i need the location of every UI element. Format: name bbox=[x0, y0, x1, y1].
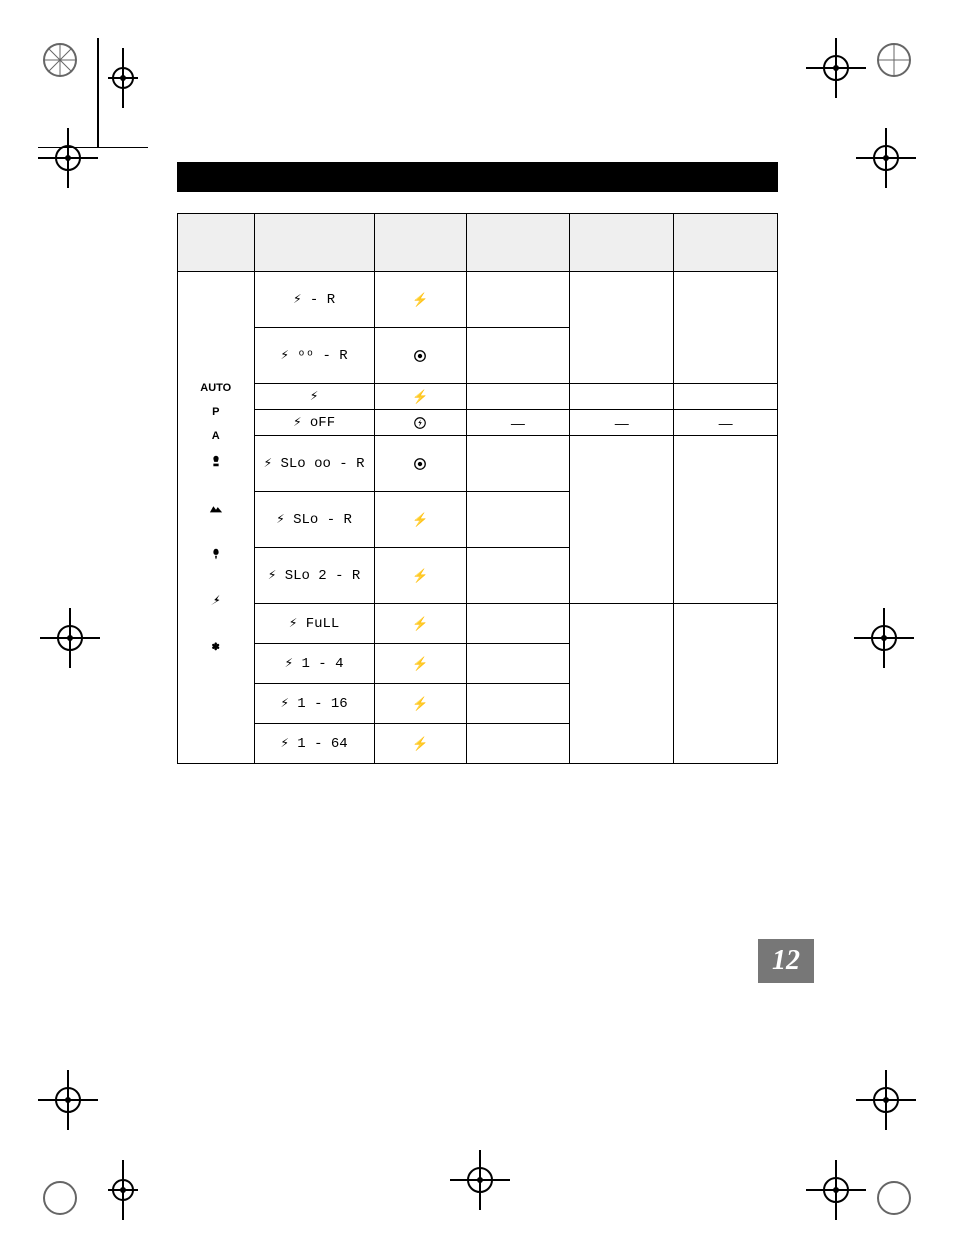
th-4 bbox=[570, 214, 674, 272]
mode-auto-label: AUTO bbox=[200, 382, 231, 394]
table-row: ⚡ oFF — — — bbox=[178, 410, 778, 436]
table-row: ⚡ SLo oo - R bbox=[178, 436, 778, 492]
cell bbox=[466, 272, 570, 328]
lcd-cell: ⚡ - R bbox=[254, 272, 374, 328]
cell bbox=[674, 604, 778, 764]
cell bbox=[570, 384, 674, 410]
bolt-icon: ⚡ bbox=[412, 292, 428, 307]
sym-cell: ⚡ bbox=[374, 272, 466, 328]
dash: — bbox=[615, 415, 629, 431]
lcd-cell: ⚡ SLo oo - R bbox=[254, 436, 374, 492]
sym-cell: ⚡ bbox=[374, 548, 466, 604]
crop-reg-ml bbox=[30, 598, 110, 678]
lcd-cell: ⚡ bbox=[254, 384, 374, 410]
flash-mode-table: AUTO P A ✽ ⚡ - R ⚡ ⚡ ᵒᵒ - R bbox=[177, 213, 778, 764]
cell bbox=[466, 328, 570, 384]
sym-cell: ⚡ bbox=[374, 644, 466, 684]
table-header-row bbox=[178, 214, 778, 272]
sym-cell: ⚡ bbox=[374, 492, 466, 548]
bolt-icon: ⚡ bbox=[412, 568, 428, 583]
cell: — bbox=[466, 410, 570, 436]
mode-p-label: P bbox=[212, 406, 219, 418]
table-row: ⚡ FuLL ⚡ bbox=[178, 604, 778, 644]
table-row: AUTO P A ✽ ⚡ - R ⚡ bbox=[178, 272, 778, 328]
lcd-cell: ⚡ 1 - 64 bbox=[254, 724, 374, 764]
cell bbox=[674, 384, 778, 410]
crop-reg-bl2 bbox=[28, 1060, 108, 1140]
eye-icon bbox=[413, 457, 427, 471]
cell: — bbox=[674, 410, 778, 436]
mode-a-label: A bbox=[212, 430, 220, 442]
cell bbox=[570, 436, 674, 604]
dim-icon: ✽ bbox=[212, 642, 220, 653]
sym-cell: ⚡ bbox=[374, 384, 466, 410]
no-flash-icon bbox=[413, 416, 427, 430]
cell bbox=[466, 684, 570, 724]
bolt-icon: ⚡ bbox=[412, 616, 428, 631]
cell bbox=[674, 272, 778, 384]
table-row: ⚡ ⚡ bbox=[178, 384, 778, 410]
bolt-icon: ⚡ bbox=[412, 736, 428, 751]
th-1 bbox=[254, 214, 374, 272]
crop-reg-bc bbox=[440, 1140, 520, 1220]
lcd-cell: ⚡ 1 - 16 bbox=[254, 684, 374, 724]
bolt-icon: ⚡ bbox=[412, 512, 428, 527]
crop-reg-tl2 bbox=[28, 118, 108, 198]
cell bbox=[570, 272, 674, 384]
lcd-cell: ⚡ SLo - R bbox=[254, 492, 374, 548]
cell bbox=[674, 436, 778, 604]
th-0 bbox=[178, 214, 255, 272]
cell bbox=[570, 604, 674, 764]
cell bbox=[466, 724, 570, 764]
landscape-icon bbox=[209, 501, 223, 515]
section-header-bar bbox=[177, 162, 778, 192]
sport-icon bbox=[209, 593, 223, 607]
crop-reg-mr bbox=[844, 598, 924, 678]
cell: — bbox=[570, 410, 674, 436]
sym-cell bbox=[374, 328, 466, 384]
crop-reg-tr2 bbox=[846, 118, 926, 198]
bolt-icon: ⚡ bbox=[412, 656, 428, 671]
cell bbox=[466, 492, 570, 548]
lcd-cell: ⚡ FuLL bbox=[254, 604, 374, 644]
portrait-icon bbox=[209, 454, 223, 468]
sym-cell: ⚡ bbox=[374, 724, 466, 764]
lcd-cell: ⚡ oFF bbox=[254, 410, 374, 436]
mode-column: AUTO P A ✽ bbox=[178, 272, 255, 764]
lcd-cell: ⚡ ᵒᵒ - R bbox=[254, 328, 374, 384]
cell bbox=[466, 436, 570, 492]
page-number: 12 bbox=[772, 945, 800, 976]
sym-cell: ⚡ bbox=[374, 684, 466, 724]
crop-reg-br2 bbox=[846, 1060, 926, 1140]
bolt-icon: ⚡ bbox=[412, 389, 428, 404]
sym-cell bbox=[374, 436, 466, 492]
lcd-cell: ⚡ 1 - 4 bbox=[254, 644, 374, 684]
page-number-badge: 12 bbox=[758, 939, 814, 983]
th-5 bbox=[674, 214, 778, 272]
th-3 bbox=[466, 214, 570, 272]
sym-cell bbox=[374, 410, 466, 436]
dash: — bbox=[511, 415, 525, 431]
cell bbox=[466, 604, 570, 644]
macro-icon bbox=[209, 547, 223, 561]
cell bbox=[466, 384, 570, 410]
cell bbox=[466, 548, 570, 604]
bolt-icon: ⚡ bbox=[412, 696, 428, 711]
lcd-cell: ⚡ SLo 2 - R bbox=[254, 548, 374, 604]
sym-cell: ⚡ bbox=[374, 604, 466, 644]
dash: — bbox=[719, 415, 733, 431]
cell bbox=[466, 644, 570, 684]
th-2 bbox=[374, 214, 466, 272]
eye-icon bbox=[413, 349, 427, 363]
